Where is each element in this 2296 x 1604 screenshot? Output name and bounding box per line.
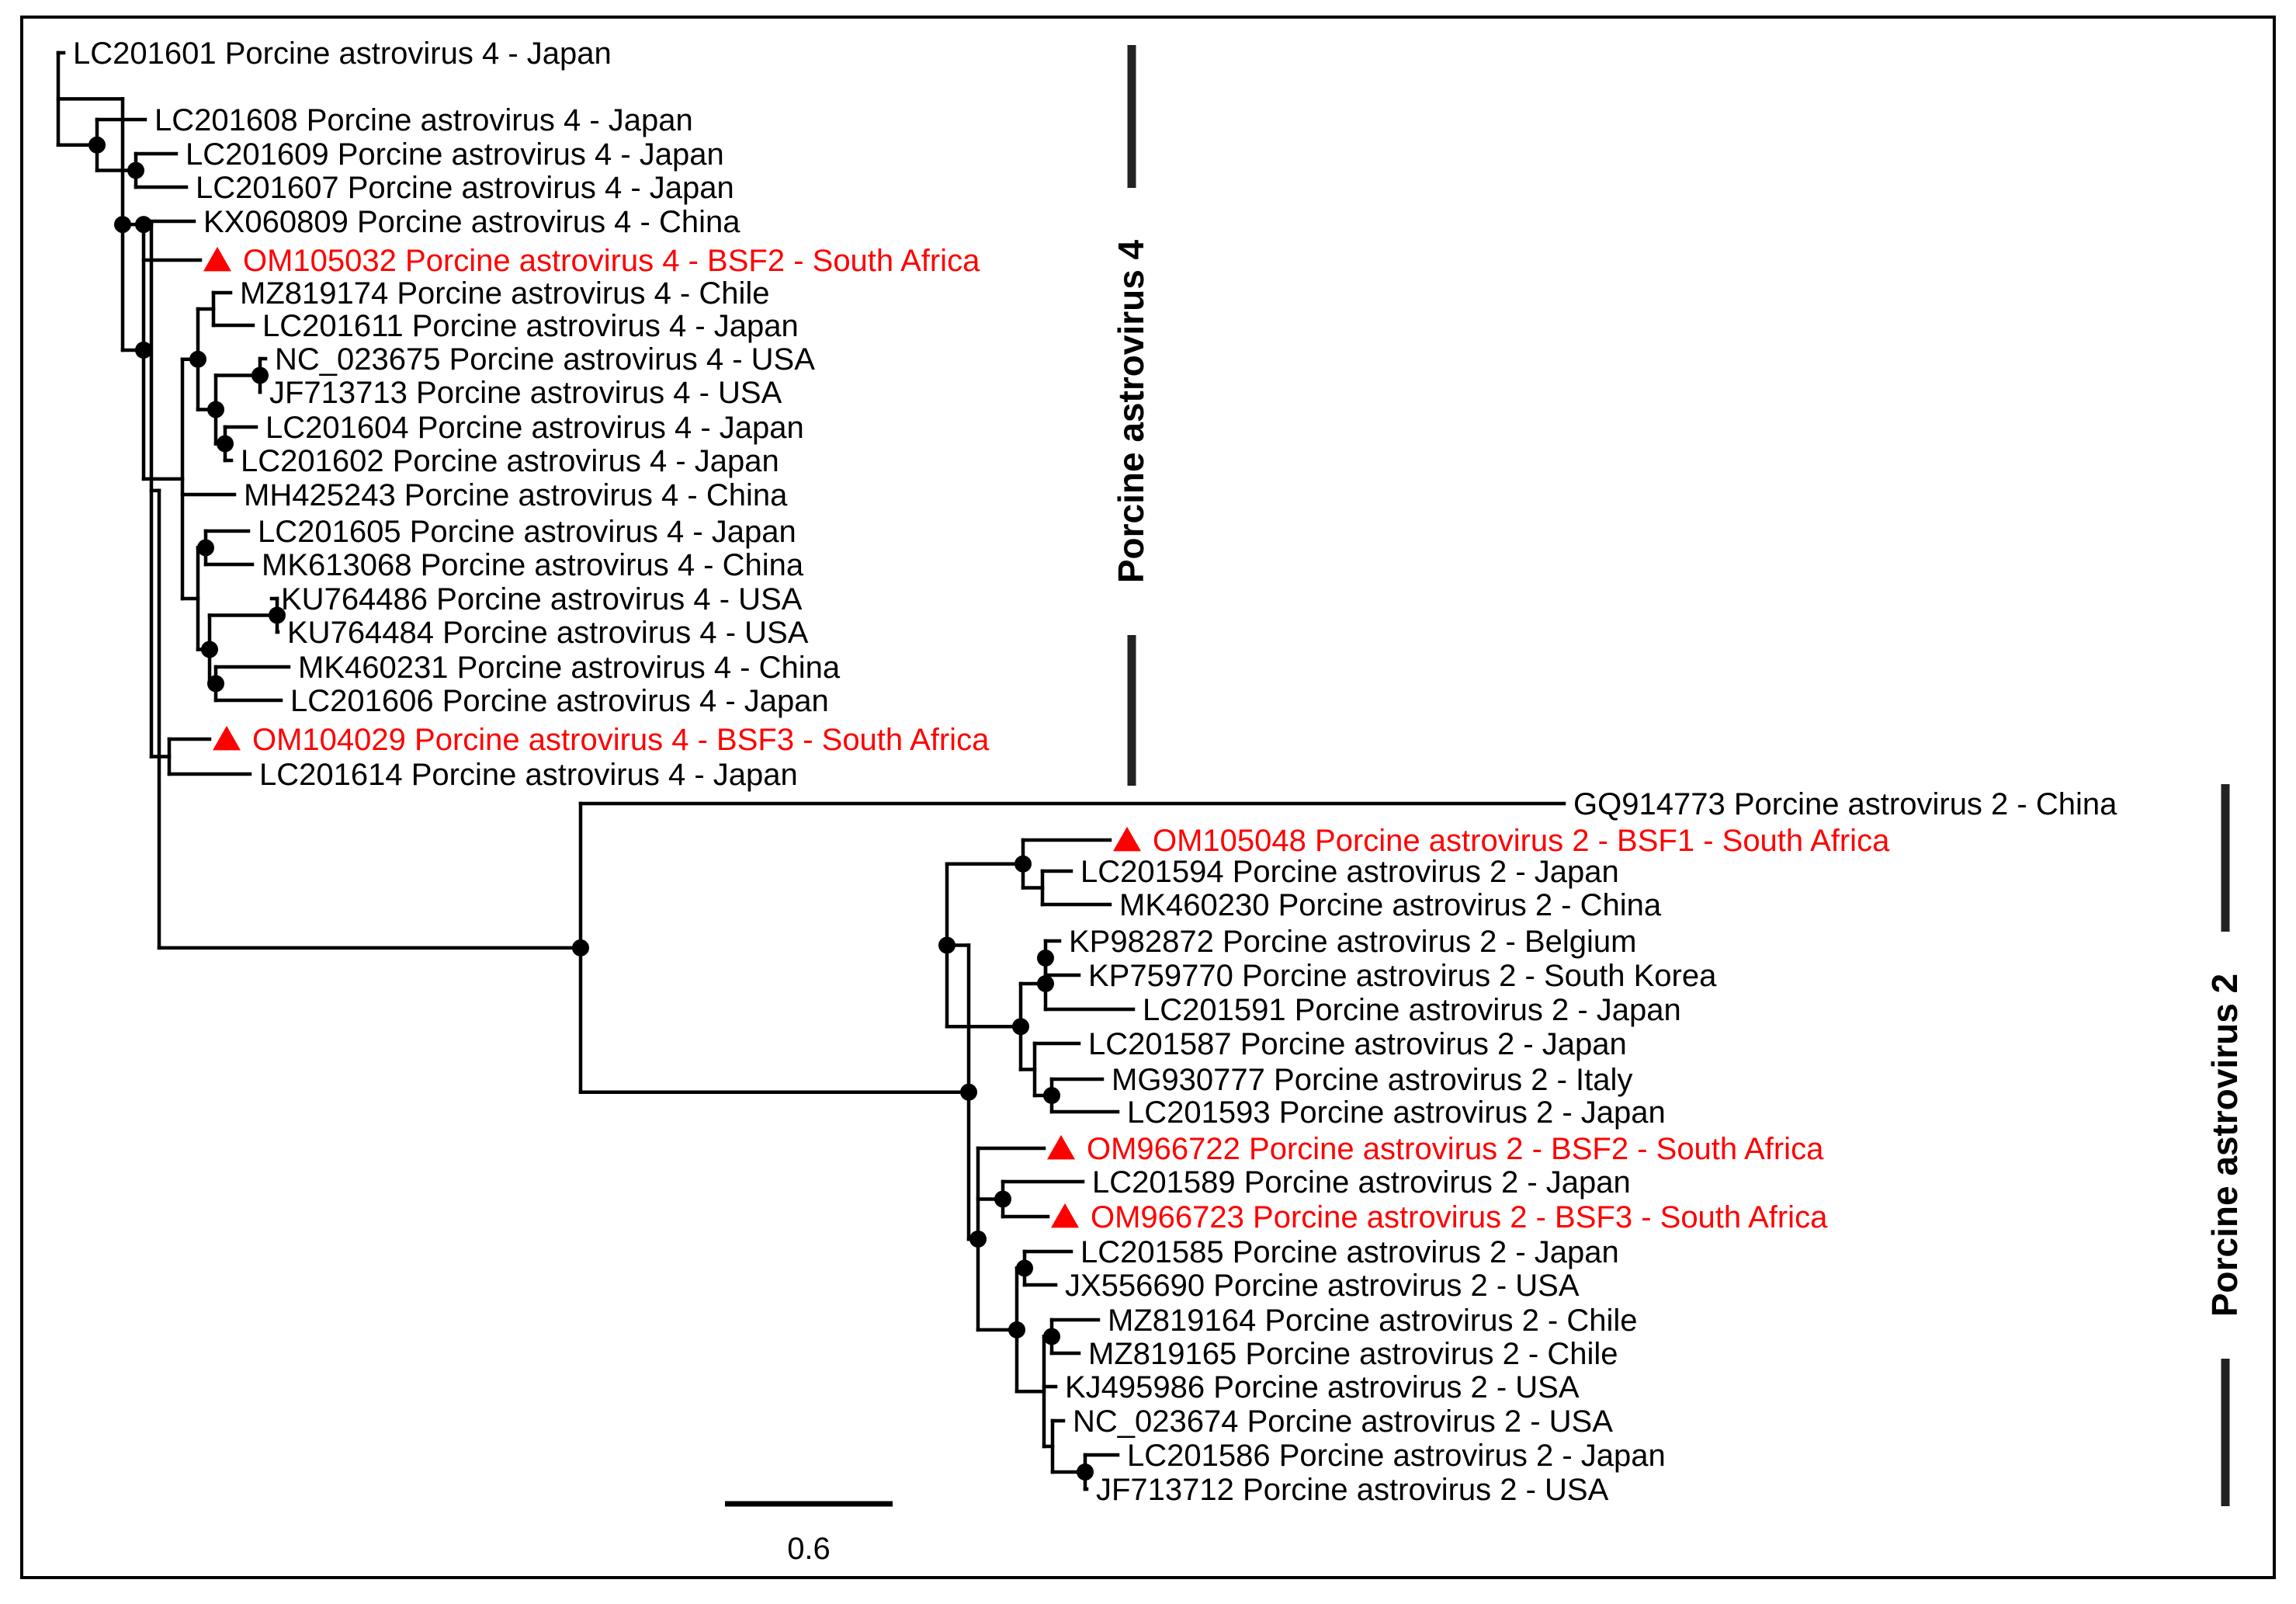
node-support-dot [201, 641, 218, 658]
node-support-dot [1043, 1328, 1060, 1345]
taxon-label: LC201594 Porcine astrovirus 2 - Japan [1080, 855, 1619, 889]
scale-bar-label: 0.6 [787, 1532, 831, 1566]
taxon-label: LC201602 Porcine astrovirus 4 - Japan [241, 444, 779, 478]
taxon-label-highlighted: OM966723 Porcine astrovirus 2 - BSF3 - S… [1091, 1200, 1828, 1234]
taxon-label: MZ819165 Porcine astrovirus 2 - Chile [1088, 1337, 1618, 1371]
node-support-dot [207, 675, 224, 693]
node-support-dot [127, 161, 144, 179]
taxon-label: NC_023674 Porcine astrovirus 2 - USA [1073, 1404, 1613, 1439]
clade-pastv2: Porcine astrovirus 2 [2204, 784, 2245, 1506]
taxon-label: LC201611 Porcine astrovirus 4 - Japan [262, 309, 799, 343]
taxon-label: MZ819164 Porcine astrovirus 2 - Chile [1108, 1304, 1638, 1338]
node-support-dot [1016, 1259, 1033, 1277]
taxon-label: MZ819174 Porcine astrovirus 4 - Chile [240, 276, 770, 311]
node-support-dot [251, 366, 269, 384]
taxon-label: KU764486 Porcine astrovirus 4 - USA [281, 582, 803, 616]
node-support-dot [217, 435, 234, 453]
node-support-dot [1008, 1321, 1025, 1338]
node-support-dot [938, 936, 956, 954]
highlight-triangle-icon [1051, 1203, 1079, 1228]
taxon-label: LC201607 Porcine astrovirus 4 - Japan [196, 171, 734, 205]
taxon-label: LC201609 Porcine astrovirus 4 - Japan [186, 137, 724, 172]
taxon-label: LC201589 Porcine astrovirus 2 - Japan [1092, 1165, 1631, 1200]
taxon-label: KX060809 Porcine astrovirus 4 - China [203, 205, 740, 239]
node-support-dot [207, 401, 224, 418]
taxon-label-highlighted: OM966722 Porcine astrovirus 2 - BSF2 - S… [1087, 1132, 1824, 1166]
highlight-triangle-icon [1113, 826, 1141, 852]
taxon-label-highlighted: OM105048 Porcine astrovirus 2 - BSF1 - S… [1153, 824, 1890, 858]
node-support-dot [960, 1083, 977, 1101]
node-support-dot [1014, 855, 1032, 873]
taxon-label: LC201593 Porcine astrovirus 2 - Japan [1127, 1095, 1666, 1130]
node-support-dot [1037, 975, 1054, 992]
taxon-label: GQ914773 Porcine astrovirus 2 - China [1573, 787, 2117, 821]
node-support-dot [269, 606, 286, 624]
taxon-label: LC201585 Porcine astrovirus 2 - Japan [1080, 1235, 1619, 1269]
node-support-dot [135, 216, 152, 234]
node-support-dot [994, 1190, 1011, 1208]
taxon-label: MK613068 Porcine astrovirus 4 - China [262, 548, 804, 582]
taxon-label: LC201604 Porcine astrovirus 4 - Japan [265, 411, 804, 445]
node-support-dot [969, 1230, 987, 1248]
taxon-label: JF713713 Porcine astrovirus 4 - USA [269, 376, 782, 410]
taxon-label: LC201586 Porcine astrovirus 2 - Japan [1127, 1439, 1666, 1473]
taxon-label: MK460231 Porcine astrovirus 4 - China [298, 651, 841, 685]
node-support-dot [114, 216, 131, 234]
taxon-label: KP759770 Porcine astrovirus 2 - South Ko… [1088, 959, 1717, 993]
node-support-dot [189, 350, 206, 368]
taxon-label-highlighted: OM105032 Porcine astrovirus 4 - BSF2 - S… [243, 244, 980, 278]
node-support-dot [1077, 1463, 1094, 1481]
node-support-dot [572, 939, 589, 956]
taxon-label: JX556690 Porcine astrovirus 2 - USA [1065, 1269, 1580, 1303]
taxon-label: NC_023675 Porcine astrovirus 4 - USA [275, 342, 815, 377]
taxon-label-highlighted: OM104029 Porcine astrovirus 4 - BSF3 - S… [252, 723, 990, 757]
figure-frame [20, 16, 2276, 1579]
taxon-label: KJ495986 Porcine astrovirus 2 - USA [1065, 1370, 1580, 1404]
highlight-triangle-icon [1047, 1134, 1075, 1160]
clade-label-pastv4: Porcine astrovirus 4 [1111, 239, 1151, 583]
taxon-label: LC201605 Porcine astrovirus 4 - Japan [258, 515, 796, 549]
taxon-label: LC201591 Porcine astrovirus 2 - Japan [1143, 993, 1681, 1027]
node-support-dot [1012, 1018, 1029, 1036]
taxon-label: MK460230 Porcine astrovirus 2 - China [1119, 888, 1662, 922]
taxon-label: KU764484 Porcine astrovirus 4 - USA [287, 616, 809, 650]
node-support-dot [88, 136, 106, 154]
taxon-label: MH425243 Porcine astrovirus 4 - China [244, 478, 788, 512]
taxon-label: JF713712 Porcine astrovirus 2 - USA [1096, 1473, 1609, 1507]
highlight-triangle-icon [203, 246, 231, 272]
taxon-label: LC201601 Porcine astrovirus 4 - Japan [73, 36, 612, 71]
scale-bar: 0.6 [725, 1501, 893, 1566]
taxon-labels: LC201601 Porcine astrovirus 4 - Japan LC2… [73, 36, 2117, 1507]
node-support-dot [197, 539, 214, 557]
taxon-label: LC201608 Porcine astrovirus 4 - Japan [154, 103, 693, 137]
taxon-label: LC201587 Porcine astrovirus 2 - Japan [1088, 1027, 1627, 1061]
node-support-dot [135, 341, 152, 359]
taxon-label: LC201606 Porcine astrovirus 4 - Japan [290, 684, 829, 718]
taxon-label: LC201614 Porcine astrovirus 4 - Japan [259, 758, 798, 792]
taxon-label: KP982872 Porcine astrovirus 2 - Belgium [1069, 925, 1636, 959]
tree-nodes [88, 136, 1094, 1481]
node-support-dot [1037, 950, 1054, 967]
highlight-triangle-icon [213, 725, 241, 751]
clade-label-pastv2: Porcine astrovirus 2 [2204, 974, 2245, 1317]
taxon-label: MG930777 Porcine astrovirus 2 - Italy [1112, 1063, 1632, 1097]
node-support-dot [1043, 1087, 1060, 1104]
clade-pastv4: Porcine astrovirus 4 [1111, 45, 1151, 786]
